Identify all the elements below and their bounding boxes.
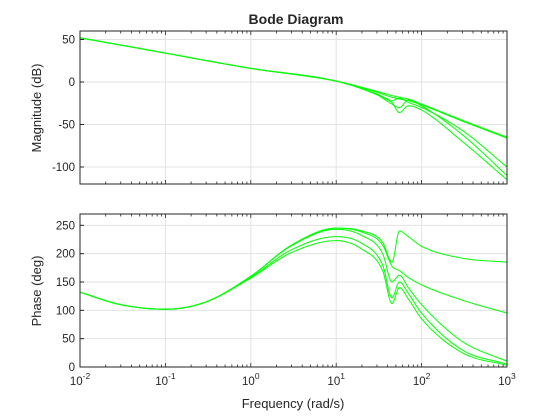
magnitude-panel: 50 0 -50 -100 Magnitude (dB)	[29, 30, 508, 185]
ph-series-line-5	[79, 240, 508, 366]
chart-title: Bode Diagram	[249, 11, 344, 27]
x-tick-exponent: 2	[426, 371, 431, 381]
x-tick-exponent: 0	[255, 371, 260, 381]
mag-ytick-label: 50	[62, 35, 75, 47]
ph-ytick-label: 50	[62, 334, 75, 346]
x-tick-label: 101	[327, 371, 345, 388]
mag-axes-box	[79, 30, 508, 185]
phase-plot-area	[80, 214, 507, 367]
x-tick-labels: 10-2 10-1 100 101 102 103	[70, 371, 516, 388]
magnitude-axes: 50 0 -50 -100	[52, 30, 508, 185]
mag-ytick-label: -50	[58, 120, 75, 132]
x-tick-label: 10-1	[155, 371, 176, 388]
ph-axes-box	[79, 213, 508, 368]
mag-series-line-5	[79, 37, 508, 181]
mag-ytick-label: 0	[69, 77, 75, 89]
ph-ytick-label: 100	[56, 305, 75, 317]
phase-panel: 250 200 150 100 50 0 Phase (deg)	[29, 213, 508, 374]
x-tick-exponent: -2	[83, 371, 91, 381]
x-tick-label: 100	[242, 371, 260, 388]
ph-ytick-label: 0	[69, 362, 75, 374]
x-tick-label: 103	[498, 371, 516, 388]
x-tick-label: 102	[413, 371, 431, 388]
x-axis-label: Frequency (rad/s)	[242, 396, 345, 411]
magnitude-series-group	[79, 37, 508, 181]
phase-series-group	[79, 227, 508, 366]
x-tick-exponent: -1	[168, 371, 176, 381]
magnitude-plot-area	[80, 31, 507, 184]
magnitude-ylabel: Magnitude (dB)	[29, 64, 44, 153]
phase-ylabel: Phase (deg)	[29, 256, 44, 327]
mag-ytick-label: -100	[52, 162, 75, 174]
ph-ytick-label: 200	[56, 249, 75, 261]
x-tick-exponent: 1	[340, 371, 345, 381]
ph-ytick-label: 250	[56, 220, 75, 232]
x-tick-label: 10-2	[70, 371, 91, 388]
phase-axes: 250 200 150 100 50 0	[56, 213, 508, 374]
x-tick-exponent: 3	[511, 371, 516, 381]
ph-ytick-label: 150	[56, 277, 75, 289]
